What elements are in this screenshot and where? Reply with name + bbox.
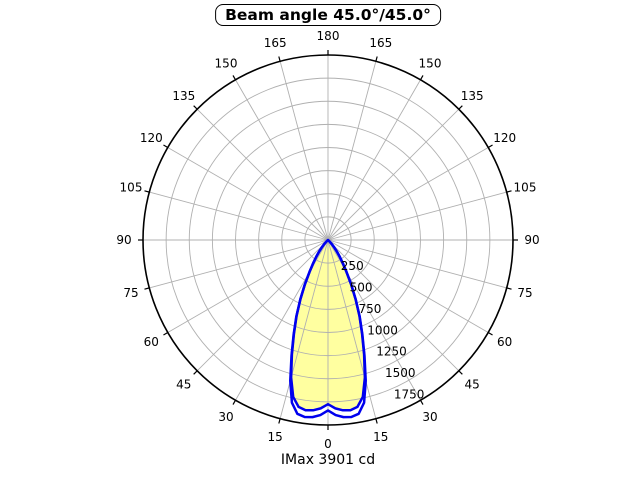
angle-tick — [163, 144, 169, 149]
theta-label-90-left: 90 — [116, 233, 131, 247]
grid-spoke — [196, 108, 329, 241]
theta-label-150-left: 150 — [215, 57, 238, 71]
angle-tick — [375, 56, 378, 62]
angle-tick — [375, 418, 378, 424]
grid-spoke — [167, 239, 329, 333]
theta-label-165-right: 165 — [369, 36, 392, 50]
theta-label-45-left: 45 — [176, 377, 191, 391]
angle-tick — [144, 287, 150, 290]
theta-label-135-right: 135 — [461, 89, 484, 103]
angle-tick — [458, 105, 463, 110]
grid-spoke — [279, 61, 329, 241]
angle-tick — [419, 75, 424, 81]
theta-label-120-right: 120 — [493, 131, 516, 145]
grid-spoke — [327, 239, 377, 419]
grid-spoke — [327, 108, 460, 241]
angle-tick — [193, 370, 198, 375]
chart-title: Beam angle 45.0°/45.0° — [215, 4, 441, 26]
angle-tick — [144, 190, 150, 193]
theta-label-165-left: 165 — [264, 36, 287, 50]
grid-spoke — [327, 61, 377, 241]
theta-label-30-left: 30 — [218, 410, 233, 424]
imax-annotation: IMax 3901 cd — [280, 452, 376, 468]
grid-spoke — [327, 239, 460, 372]
grid-spoke — [327, 239, 507, 289]
theta-label-15-right: 15 — [373, 430, 388, 444]
grid-spoke — [196, 239, 329, 372]
angle-tick — [506, 287, 512, 290]
r-label-1500: 1500 — [385, 366, 416, 380]
grid-spoke — [327, 147, 489, 241]
grid-spoke — [327, 239, 489, 333]
theta-label-105-right: 105 — [514, 180, 537, 194]
theta-label-15-left: 15 — [268, 430, 283, 444]
r-label-500: 500 — [350, 281, 373, 295]
grid-spoke — [149, 239, 329, 289]
theta-label-90-right: 90 — [524, 233, 539, 247]
r-label-1750: 1750 — [394, 387, 425, 401]
grid-spoke — [167, 147, 329, 241]
angle-tick — [506, 190, 512, 193]
angle-tick — [419, 399, 424, 405]
r-label-250: 250 — [341, 259, 364, 273]
angle-tick — [232, 399, 237, 405]
angle-tick — [232, 75, 237, 81]
theta-label-105-left: 105 — [120, 180, 143, 194]
grid-spoke — [327, 191, 507, 241]
angle-tick — [278, 56, 281, 62]
angle-tick — [278, 418, 281, 424]
theta-label-0: 0 — [324, 437, 332, 451]
theta-label-75-right: 75 — [517, 286, 532, 300]
theta-label-30-right: 30 — [422, 410, 437, 424]
grid-spoke — [149, 191, 329, 241]
beam-curve-c90-c270 — [289, 238, 367, 419]
angle-tick — [487, 144, 493, 149]
theta-label-75-left: 75 — [123, 286, 138, 300]
grid-spoke — [279, 239, 329, 419]
r-label-1250: 1250 — [376, 345, 407, 359]
theta-label-60-left: 60 — [144, 335, 159, 349]
theta-label-120-left: 120 — [140, 131, 163, 145]
theta-label-60-right: 60 — [497, 335, 512, 349]
angle-tick — [163, 331, 169, 336]
grid-spoke — [327, 79, 421, 241]
angle-tick — [487, 331, 493, 336]
r-label-750: 750 — [359, 302, 382, 316]
theta-label-180: 180 — [317, 29, 340, 43]
angle-tick — [193, 105, 198, 110]
r-label-1000: 1000 — [367, 323, 398, 337]
theta-label-135-left: 135 — [172, 89, 195, 103]
angle-tick — [458, 370, 463, 375]
theta-label-150-right: 150 — [419, 57, 442, 71]
grid-spoke — [235, 79, 329, 241]
theta-label-45-right: 45 — [465, 377, 480, 391]
